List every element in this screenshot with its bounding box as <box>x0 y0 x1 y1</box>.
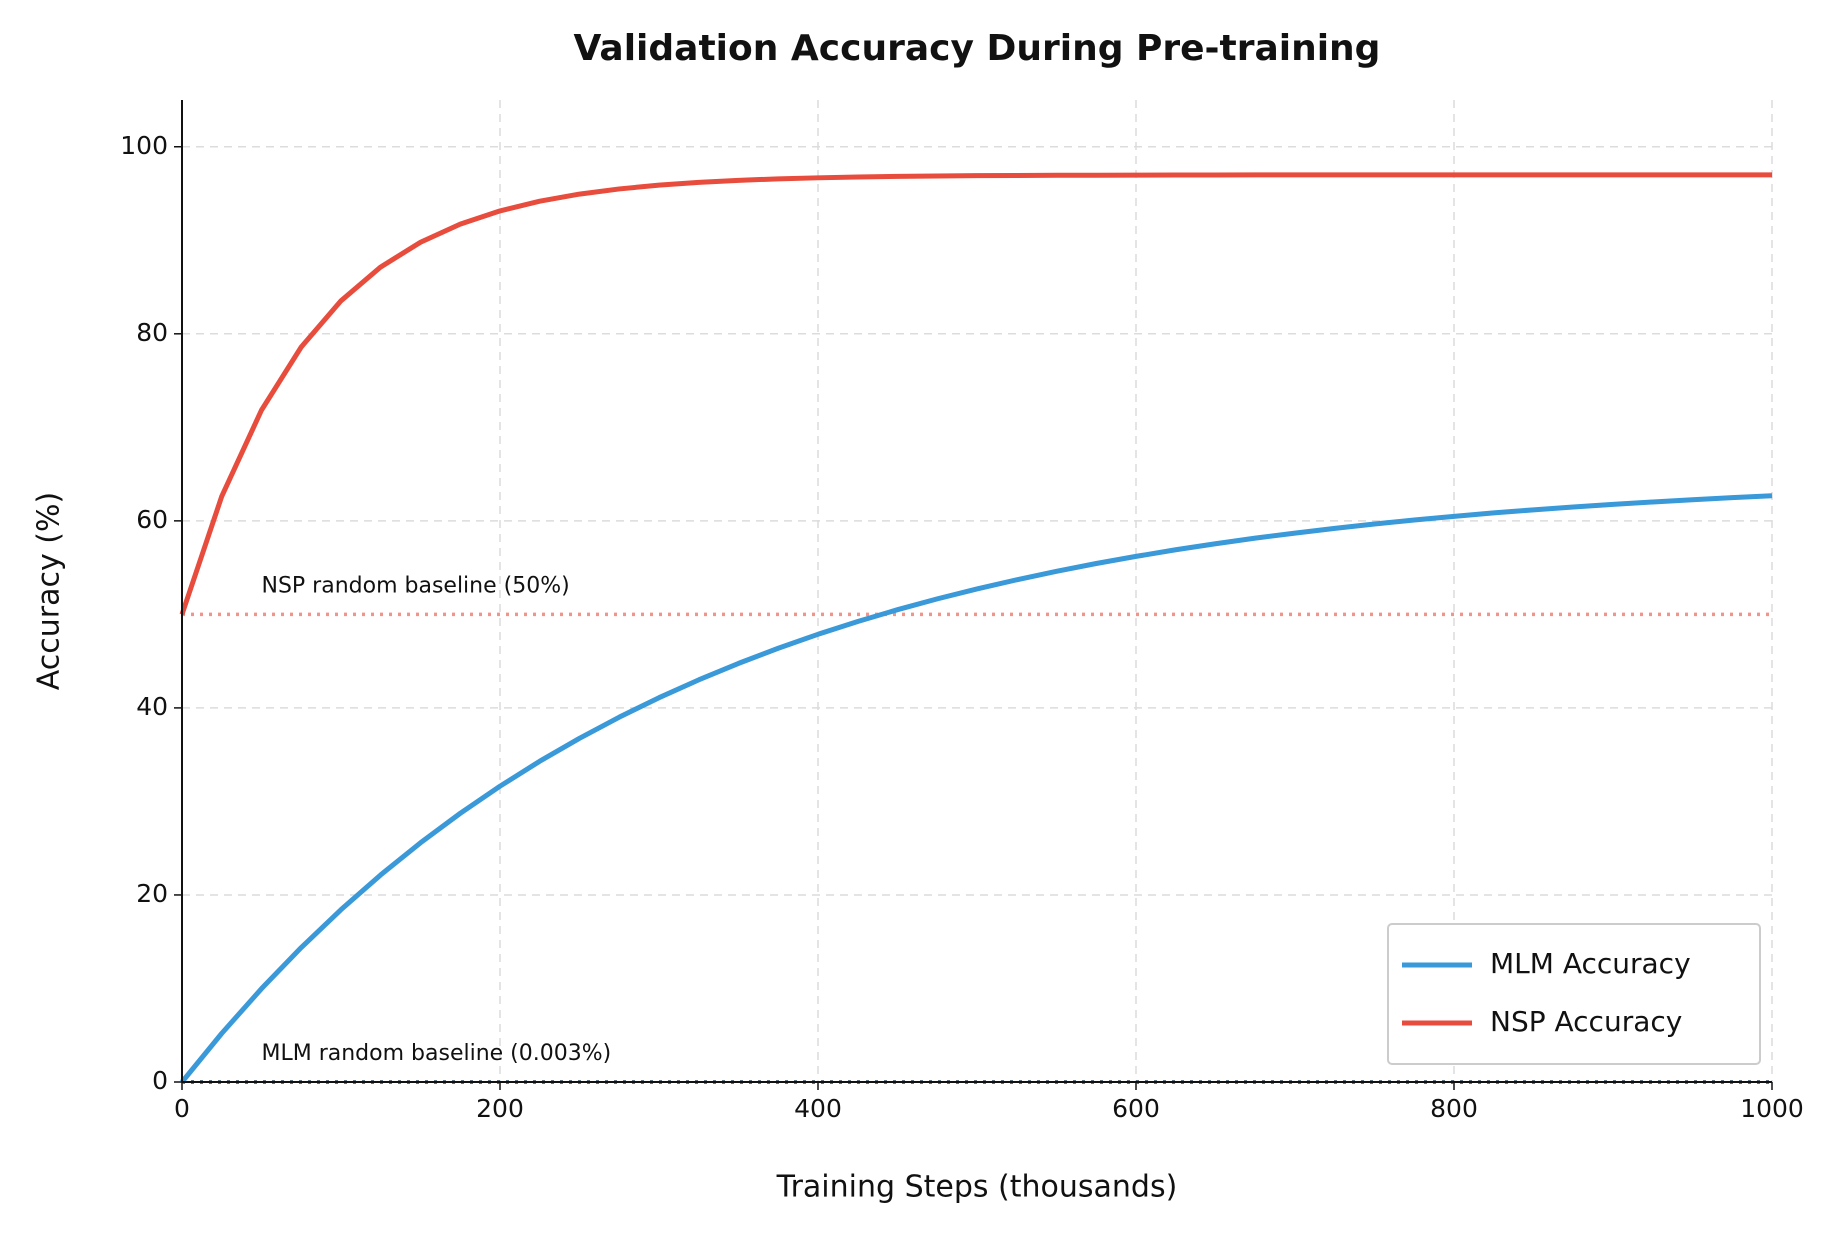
y-tick-label: 80 <box>136 318 168 347</box>
y-tick-label: 100 <box>120 131 168 160</box>
baseline-label: MLM random baseline (0.003%) <box>262 1041 612 1066</box>
x-axis-label: Training Steps (thousands) <box>776 1170 1178 1205</box>
legend-label: NSP Accuracy <box>1490 1005 1682 1038</box>
y-tick-label: 60 <box>136 505 168 534</box>
y-axis-label: Accuracy (%) <box>32 492 67 690</box>
x-tick-label: 400 <box>794 1094 842 1123</box>
y-tick-label: 40 <box>136 692 168 721</box>
legend-label: MLM Accuracy <box>1490 947 1691 980</box>
x-tick-label: 200 <box>476 1094 524 1123</box>
chart-title: Validation Accuracy During Pre-training <box>574 28 1381 69</box>
data-line <box>180 493 1773 1084</box>
x-tick-label: 600 <box>1112 1094 1160 1123</box>
y-tick-label: 20 <box>136 879 168 908</box>
legend-box <box>1387 923 1761 1065</box>
y-tick-label: 0 <box>152 1066 168 1095</box>
x-tick-label: 800 <box>1430 1094 1478 1123</box>
x-tick-label: 1000 <box>1740 1094 1804 1123</box>
data-line <box>179 172 1772 616</box>
baseline-label: NSP random baseline (50%) <box>262 573 570 598</box>
legend: MLM Accuracy NSP Accuracy <box>1387 923 1761 1065</box>
x-tick-label: 0 <box>174 1094 190 1123</box>
